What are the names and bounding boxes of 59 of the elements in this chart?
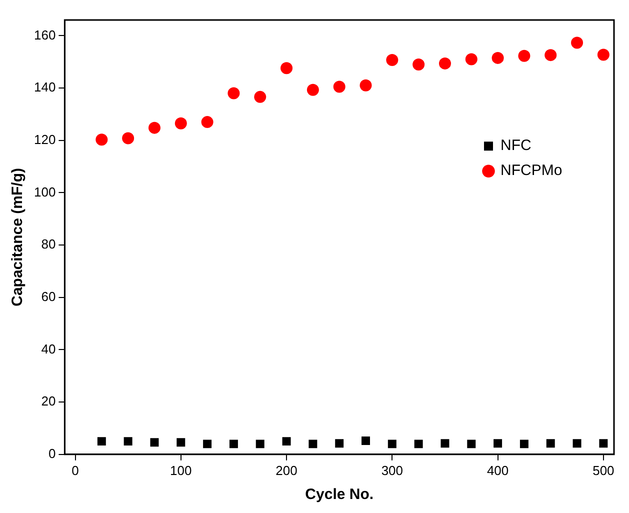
point <box>360 79 372 92</box>
point <box>518 50 530 62</box>
point <box>494 439 502 448</box>
point <box>96 134 108 146</box>
y-tick-label: 20 <box>41 394 56 409</box>
y-tick-label: 60 <box>41 288 56 304</box>
legend-label: NFC <box>500 137 532 154</box>
point <box>414 440 423 448</box>
y-axis-title: Capacitance (mF/g) <box>9 168 26 306</box>
point <box>176 438 186 447</box>
point <box>174 117 187 130</box>
point <box>124 437 132 446</box>
y-tick-label: 120 <box>34 132 56 147</box>
point <box>386 54 398 66</box>
point <box>280 62 293 74</box>
y-tick-label: 40 <box>41 341 56 356</box>
point <box>465 53 478 66</box>
point <box>412 58 425 70</box>
point <box>335 439 344 448</box>
point <box>492 52 504 64</box>
point <box>597 48 610 61</box>
point <box>546 439 555 448</box>
y-tick-label: 160 <box>34 27 56 42</box>
point <box>201 116 214 128</box>
y-tick-label: 100 <box>34 184 56 200</box>
point <box>520 440 528 448</box>
y-tick-label: 0 <box>48 446 56 461</box>
point <box>97 437 106 446</box>
x-axis-title: Cycle No. <box>305 486 374 504</box>
point <box>150 438 159 447</box>
point <box>308 440 318 448</box>
point <box>254 90 266 103</box>
point <box>438 57 451 70</box>
x-tick-label: 500 <box>592 462 614 478</box>
point <box>229 440 238 448</box>
point <box>256 440 264 448</box>
point <box>440 439 450 448</box>
point <box>388 440 396 448</box>
x-tick-label: 300 <box>381 462 404 478</box>
point <box>122 132 134 144</box>
y-tick-label: 80 <box>41 236 56 252</box>
x-tick-label: 400 <box>486 462 509 478</box>
point <box>333 80 346 93</box>
y-tick-label: 140 <box>34 80 56 95</box>
point <box>203 440 212 448</box>
point <box>544 49 557 62</box>
point <box>306 84 319 96</box>
point <box>599 439 608 448</box>
point <box>228 87 240 100</box>
legend-label: NFCPMo <box>500 162 562 180</box>
x-tick-label: 100 <box>170 462 192 478</box>
point <box>571 36 584 49</box>
point <box>282 437 291 446</box>
x-tick-label: 0 <box>72 462 79 478</box>
point <box>572 439 582 448</box>
x-tick-label: 200 <box>276 462 298 478</box>
point <box>148 122 160 134</box>
point <box>362 436 370 446</box>
point <box>467 440 476 448</box>
